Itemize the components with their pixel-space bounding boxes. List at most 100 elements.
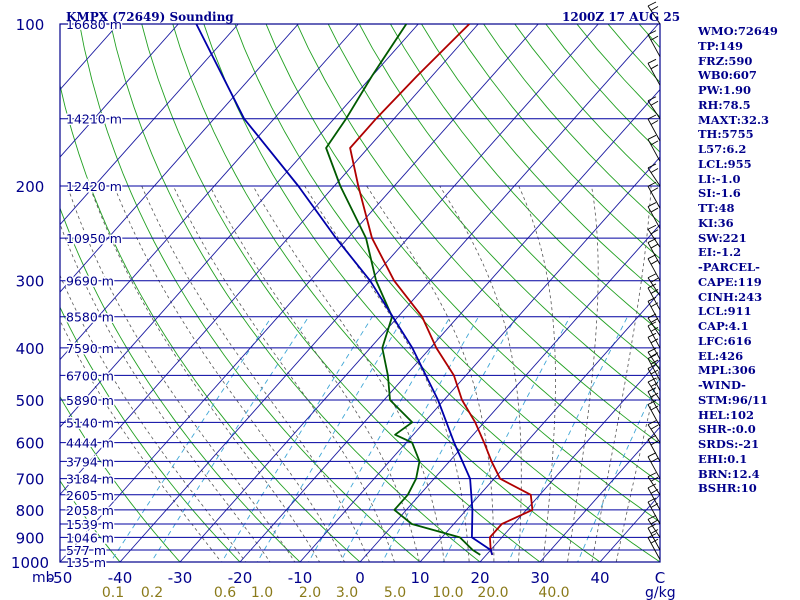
wind-barb	[647, 202, 661, 229]
temperature-line	[349, 24, 534, 556]
moist-adiabat-line	[67, 185, 296, 562]
dry-adiabat-line	[327, 24, 660, 407]
temperature-tick-label: 40	[590, 569, 609, 587]
index-value: STM:96/11	[698, 392, 769, 407]
index-value: FRZ:590	[698, 53, 753, 68]
dry-adiabat-line	[60, 306, 241, 562]
moist-adiabat-line	[591, 185, 652, 562]
moist-adiabat-line	[366, 185, 495, 562]
moist-adiabat-line	[304, 185, 470, 562]
index-value: L57:6.2	[698, 142, 747, 156]
index-value: WMO:72649	[698, 24, 778, 38]
temperature-tick-label: 20	[470, 569, 489, 587]
dry-adiabat-line	[296, 24, 660, 445]
mixing-ratio-line	[381, 316, 517, 562]
index-value: RH:78.5	[698, 97, 751, 112]
dry-adiabat-line	[420, 24, 660, 296]
wind-barb	[647, 134, 661, 162]
pressure-tick-label: 700	[16, 471, 45, 489]
wind-barb	[647, 387, 661, 414]
wind-barb	[647, 400, 661, 427]
moist-adiabat-line	[60, 222, 271, 562]
height-label: 135 m	[66, 555, 106, 570]
index-value: WB0:607	[698, 68, 757, 83]
wind-barb	[647, 523, 661, 551]
height-label: 5140 m	[66, 415, 114, 430]
pressure-tick-label: 900	[16, 529, 45, 547]
mixing-ratio-label: 40.0	[538, 585, 569, 600]
wind-barb	[647, 273, 661, 297]
index-value: CINH:243	[698, 289, 763, 304]
isotherm-line	[60, 24, 299, 293]
wind-barbs	[647, 1, 661, 560]
sounding-indices-panel: WMO:72649 TP:149 FRZ:590 WB0:607 PW:1.90 RH:7…	[698, 24, 798, 496]
isotherms	[60, 24, 660, 562]
mixing-ratio-lines	[109, 316, 660, 562]
moist-adiabat-line	[89, 185, 321, 562]
height-label: 7590 m	[66, 341, 114, 356]
mixing-ratio-label: 10.0	[432, 585, 463, 600]
mixing-ratio-label: 1.0	[251, 585, 273, 600]
mixing-ratio-line	[577, 375, 660, 562]
moist-adiabat-line	[518, 185, 556, 562]
mixing-ratio-label: 2.0	[299, 585, 321, 600]
height-label: 6700 m	[66, 368, 114, 383]
index-value: PW:1.90	[698, 83, 752, 97]
index-value: SI:-1.6	[698, 186, 741, 201]
wind-barb	[647, 472, 661, 496]
index-value: TT:48	[698, 201, 735, 215]
height-label: 1046 m	[66, 530, 114, 545]
index-value: MPL:306	[698, 363, 756, 378]
wind-barb	[647, 332, 661, 360]
index-value: LCL:955	[698, 156, 752, 171]
mixing-ratio-line	[256, 316, 405, 562]
wind-barb	[647, 283, 661, 311]
moist-adiabat-line	[113, 185, 345, 562]
index-value: SHR-:0.0	[698, 422, 756, 437]
moist-adiabat-line	[141, 185, 370, 562]
height-label: 12420 m	[66, 179, 122, 194]
index-value: LI:-1.0	[698, 171, 741, 186]
moist-adiabat-line	[252, 185, 445, 562]
index-value: -PARCEL-	[698, 260, 760, 274]
isotherm-line	[239, 88, 660, 562]
mixing-ratio-line	[442, 316, 571, 562]
dry-adiabat-line	[60, 83, 361, 562]
isotherm-line	[60, 24, 179, 158]
pressure-axis-label: mb	[32, 570, 55, 586]
dry-adiabat-line	[141, 24, 541, 562]
height-label: 16680 m	[66, 17, 122, 32]
height-label: 2058 m	[66, 503, 114, 518]
temperature-tick-label: 10	[410, 569, 429, 587]
dry-adiabat-line	[172, 24, 601, 562]
dewpoint-line	[325, 24, 481, 556]
index-value: KI:36	[698, 215, 734, 230]
temperature-tick-label: -40	[108, 569, 133, 587]
dry-adiabat-line	[452, 24, 660, 260]
temperature-tick-label: -30	[168, 569, 193, 587]
index-value: -WIND-	[698, 378, 746, 392]
mixing-ratio-label: 0.2	[141, 585, 163, 600]
wind-barb	[647, 354, 661, 381]
valid-time: 1200Z 17 AUG 25	[562, 10, 681, 24]
mixing-ratio-label: 20.0	[477, 585, 508, 600]
wind-barb	[647, 514, 661, 538]
height-label: 10950 m	[66, 231, 122, 246]
pressure-tick-label: 300	[16, 273, 45, 291]
wind-barb	[647, 238, 661, 265]
temperature-tick-label: C	[655, 569, 665, 587]
pressure-tick-label: 200	[16, 178, 45, 196]
index-value: MAXT:32.3	[698, 112, 769, 127]
moist-adiabat-line	[172, 185, 395, 562]
isotherm-line	[60, 24, 239, 226]
index-value: SW:221	[698, 230, 747, 245]
dry-adiabat-line	[60, 206, 301, 562]
mixing-ratio-line	[507, 316, 628, 562]
dry-adiabat-line	[265, 24, 660, 484]
isotherm-line	[60, 24, 419, 428]
wind-barb	[647, 114, 661, 142]
height-label: 8580 m	[66, 310, 114, 325]
dry-adiabat-line	[234, 24, 660, 523]
